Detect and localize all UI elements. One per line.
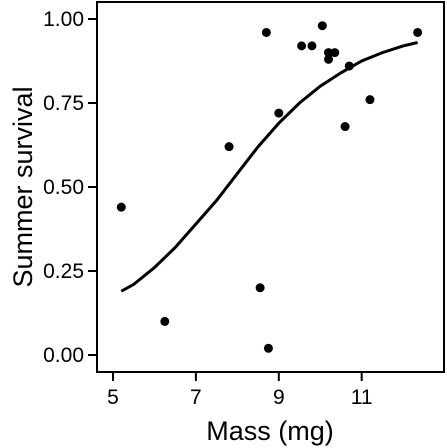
y-axis-title: Summer survival <box>8 86 38 287</box>
data-point <box>160 316 170 326</box>
data-point <box>365 95 375 105</box>
data-point <box>344 61 354 71</box>
data-point <box>340 122 350 132</box>
data-point <box>324 48 334 58</box>
plot-frame <box>96 1 445 373</box>
data-point <box>116 202 126 212</box>
fitted-curve <box>120 41 418 293</box>
x-axis-title: Mass (mg) <box>206 416 334 446</box>
y-tick-label: 0.75 <box>43 92 84 115</box>
data-point <box>324 54 334 64</box>
y-tick-label: 1.00 <box>43 8 84 31</box>
y-tick-label: 0.00 <box>43 344 84 367</box>
data-point <box>413 27 423 37</box>
data-point <box>274 108 284 118</box>
data-point <box>317 21 327 31</box>
x-tick-label: 9 <box>273 386 285 409</box>
y-tick-label: 0.50 <box>43 176 84 199</box>
y-axis: 0.00 0.25 0.50 0.75 1.00 <box>43 8 97 367</box>
y-tick-label: 0.25 <box>43 260 84 283</box>
data-point <box>255 283 265 293</box>
data-points <box>116 21 423 353</box>
data-point <box>263 343 273 353</box>
x-tick-label: 11 <box>351 386 373 409</box>
x-axis: 5 7 9 11 <box>107 372 373 409</box>
data-point <box>330 48 340 58</box>
data-point <box>307 41 317 51</box>
x-tick-label: 7 <box>190 386 202 409</box>
data-point <box>297 41 307 51</box>
x-tick-label: 5 <box>107 386 119 409</box>
data-point <box>224 142 234 152</box>
data-point <box>261 27 271 37</box>
